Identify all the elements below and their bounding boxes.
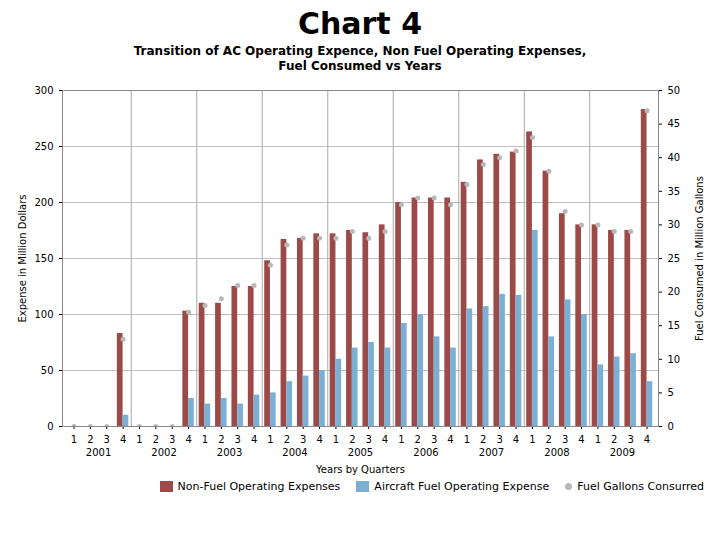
svg-text:4: 4: [316, 434, 322, 445]
svg-text:0: 0: [668, 421, 674, 432]
svg-text:4: 4: [513, 434, 519, 445]
svg-text:3: 3: [627, 434, 633, 445]
svg-text:0: 0: [47, 421, 53, 432]
html-text:Transition of AC Operating Exp: Transition of AC Operating Expence, Non …: [133, 44, 587, 73]
svg-text:30: 30: [668, 219, 681, 230]
svg-text:3: 3: [300, 434, 306, 445]
svg-text:2: 2: [349, 434, 355, 445]
svg-text:4: 4: [447, 434, 453, 445]
svg-text:2: 2: [611, 434, 617, 445]
svg-text:2005: 2005: [348, 447, 373, 458]
svg-text:25: 25: [668, 253, 681, 264]
svg-text:1: 1: [464, 434, 470, 445]
svg-text:2001: 2001: [86, 447, 111, 458]
svg-text:10: 10: [668, 354, 681, 365]
svg-text:1: 1: [529, 434, 535, 445]
svg-text:4: 4: [382, 434, 388, 445]
svg-text:45: 45: [668, 118, 681, 129]
svg-text:1: 1: [333, 434, 339, 445]
svg-text:2002: 2002: [151, 447, 176, 458]
svg-text:3: 3: [169, 434, 175, 445]
svg-text:20: 20: [668, 286, 681, 297]
svg-text:1: 1: [267, 434, 273, 445]
svg-text:Years by Quarters: Years by Quarters: [315, 464, 405, 475]
svg-text:1: 1: [202, 434, 208, 445]
html-text:Fuel Gallons Consurred: Fuel Gallons Consurred: [577, 480, 704, 493]
svg-text:50: 50: [668, 85, 681, 96]
svg-text:100: 100: [34, 309, 53, 320]
svg-text:1: 1: [398, 434, 404, 445]
svg-text:2: 2: [480, 434, 486, 445]
html-text:Non-Fuel Operating Expenses: Non-Fuel Operating Expenses: [177, 480, 341, 493]
svg-text:3: 3: [562, 434, 568, 445]
svg-text:Fuel Consumed in Million Gallo: Fuel Consumed in Million Gallons: [694, 176, 705, 341]
svg-text:2: 2: [153, 434, 159, 445]
svg-text:2009: 2009: [610, 447, 635, 458]
svg-text:Expense in Million Dollars: Expense in Million Dollars: [17, 194, 28, 322]
svg-text:40: 40: [668, 152, 681, 163]
svg-text:4: 4: [644, 434, 650, 445]
svg-text:2: 2: [218, 434, 224, 445]
svg-text:2007: 2007: [479, 447, 504, 458]
svg-text:250: 250: [34, 141, 53, 152]
svg-text:2008: 2008: [544, 447, 569, 458]
svg-text:2003: 2003: [217, 447, 242, 458]
svg-text:15: 15: [668, 320, 681, 331]
svg-text:3: 3: [104, 434, 110, 445]
svg-text:3: 3: [496, 434, 502, 445]
svg-text:2: 2: [546, 434, 552, 445]
svg-text:2: 2: [415, 434, 421, 445]
html-text:Chart 4: Chart 4: [298, 6, 422, 41]
svg-text:4: 4: [185, 434, 191, 445]
svg-text:200: 200: [34, 197, 53, 208]
svg-text:3: 3: [431, 434, 437, 445]
svg-text:1: 1: [595, 434, 601, 445]
svg-text:3: 3: [235, 434, 241, 445]
svg-text:5: 5: [668, 387, 674, 398]
svg-text:4: 4: [251, 434, 257, 445]
svg-text:2006: 2006: [413, 447, 438, 458]
html-text:Aircraft Fuel Operating Expens: Aircraft Fuel Operating Expense: [374, 480, 550, 493]
svg-text:4: 4: [120, 434, 126, 445]
svg-text:300: 300: [34, 85, 53, 96]
svg-text:2: 2: [87, 434, 93, 445]
svg-text:4: 4: [578, 434, 584, 445]
svg-text:50: 50: [41, 365, 54, 376]
svg-text:2: 2: [284, 434, 290, 445]
svg-text:1: 1: [136, 434, 142, 445]
svg-text:35: 35: [668, 186, 681, 197]
svg-text:150: 150: [34, 253, 53, 264]
svg-text:3: 3: [365, 434, 371, 445]
svg-text:1: 1: [71, 434, 77, 445]
svg-text:2004: 2004: [282, 447, 307, 458]
